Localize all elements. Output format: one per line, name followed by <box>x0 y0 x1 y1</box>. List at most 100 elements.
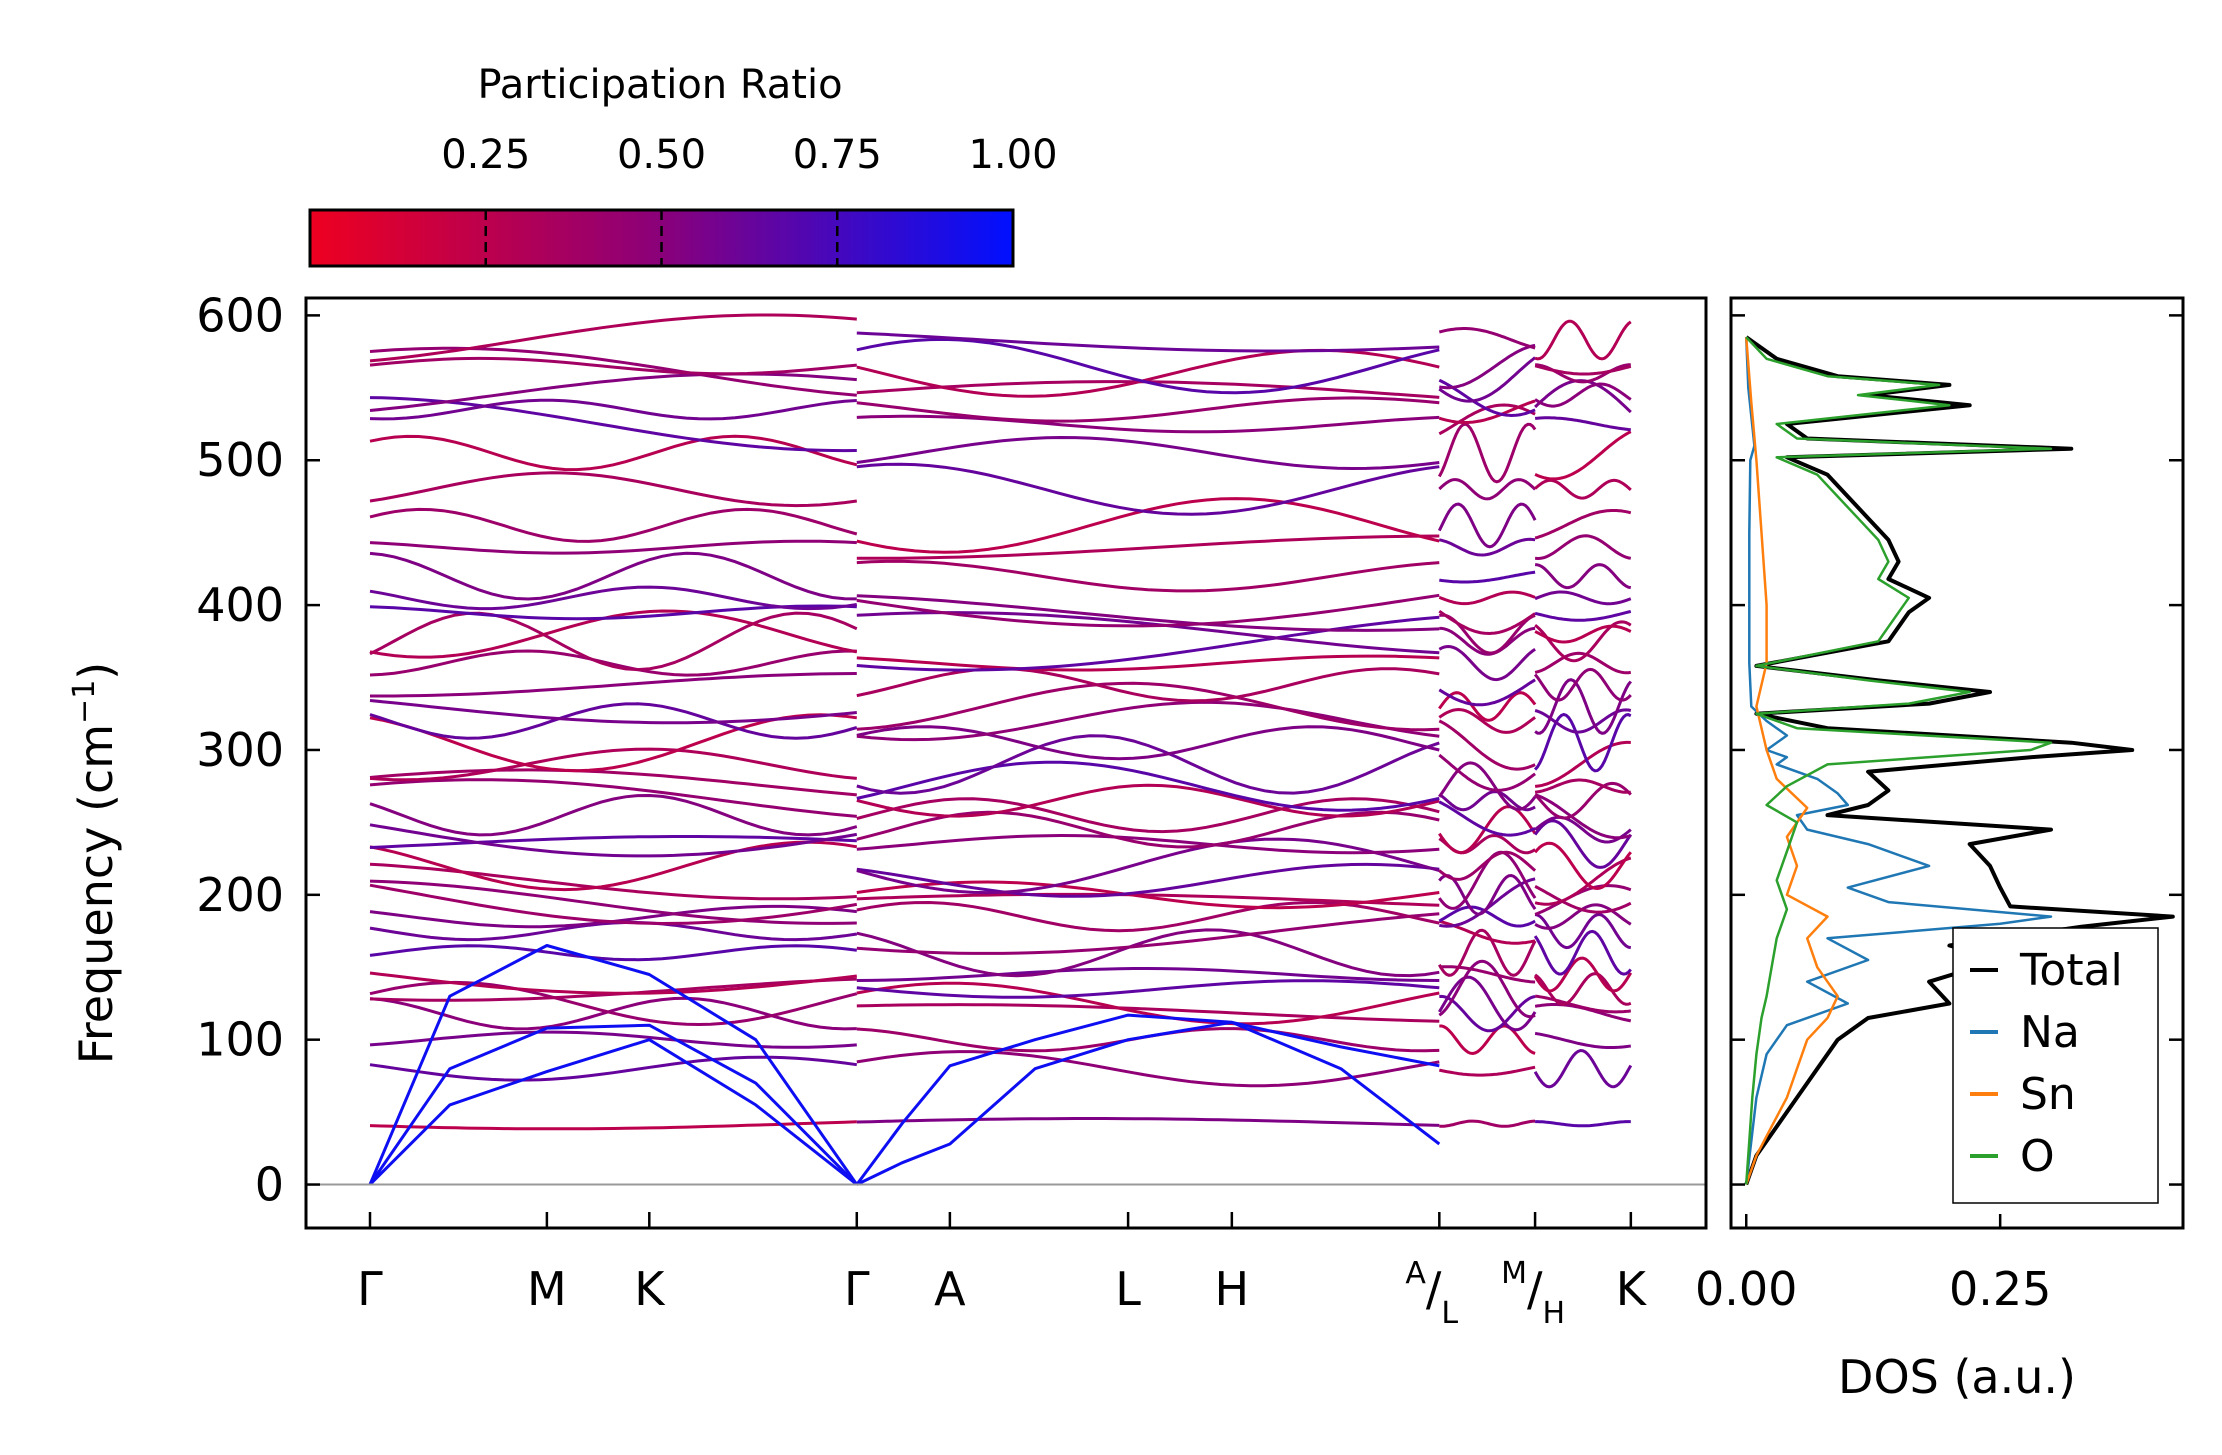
optical-branch <box>856 928 1440 978</box>
kpoint-label: M <box>527 1262 567 1316</box>
optical-branch <box>1439 626 1536 656</box>
dos-tick-label: 0.00 <box>1695 1262 1797 1316</box>
optical-branch <box>1534 884 1632 916</box>
optical-branch <box>1534 509 1632 540</box>
optical-branch <box>856 734 1440 795</box>
colorbar-tick-label: 1.00 <box>968 132 1057 178</box>
kpoint-label: K <box>634 1262 666 1316</box>
dos-frame <box>1729 296 2185 1230</box>
acoustic-4 <box>855 1013 1440 1186</box>
optical-branch <box>1438 678 1536 707</box>
optical-branch <box>1438 850 1537 881</box>
optical-branch <box>369 713 857 773</box>
optical-branch <box>1534 815 1632 844</box>
acoustic-3 <box>368 944 859 1186</box>
optical-branch <box>1533 841 1632 891</box>
optical-branch <box>856 414 1440 434</box>
optical-branch <box>856 667 1440 703</box>
kpoint-label: L <box>1115 1262 1141 1316</box>
optical-branch <box>1534 994 1631 1014</box>
legend-label-sn: Sn <box>2020 1069 2076 1120</box>
acoustic-5 <box>856 1020 1441 1186</box>
optical-branch <box>1438 905 1536 928</box>
optical-branch <box>856 435 1440 471</box>
frequency-tick-label: 500 <box>196 433 284 487</box>
legend-item-o: O <box>1970 1131 2055 1182</box>
optical-branch <box>1438 753 1536 792</box>
optical-branch <box>369 611 858 672</box>
optical-branch <box>369 699 857 725</box>
optical-branch <box>1438 478 1537 501</box>
kpoint-label: Γ <box>357 1262 383 1316</box>
dos-tick-label: 0.25 <box>1949 1262 2051 1316</box>
optical-branch <box>369 835 857 849</box>
band-structure-panel: Γ M K Γ A L H A/L M/H K 0 100 200 300 400 500 600 Frequ… <box>67 288 1708 1331</box>
optical-branch <box>369 551 857 601</box>
optical-branch <box>1534 620 1632 663</box>
colorbar-tick-label: 0.25 <box>441 132 530 178</box>
optical-branch <box>369 823 858 858</box>
optical-branch <box>856 880 1440 910</box>
optical-branch <box>1534 563 1632 590</box>
optical-branch <box>1534 678 1632 735</box>
optical-branch <box>856 725 1440 761</box>
kpoint-ticks: Γ M K Γ A L H A/L M/H K <box>357 1212 1648 1331</box>
optical-branch <box>1439 994 1536 1033</box>
optical-branch <box>369 702 858 740</box>
optical-branch <box>1534 624 1632 644</box>
dos-series-na <box>1744 337 2053 1185</box>
dos-legend: Total Na Sn O <box>1952 927 2159 1204</box>
optical-branch <box>856 833 1440 855</box>
legend-label-o: O <box>2020 1131 2055 1182</box>
optical-branch <box>1533 929 1632 976</box>
legend-label-total: Total <box>2019 945 2123 996</box>
optical-branch <box>856 967 1440 982</box>
optical-branch <box>856 862 1440 898</box>
legend-item-na: Na <box>1970 1007 2080 1058</box>
optical-branch <box>1533 712 1632 773</box>
optical-branch <box>369 649 857 677</box>
frequency-tick-label: 600 <box>196 288 284 342</box>
optical-branch <box>1438 959 1536 1019</box>
optical-branch <box>369 879 857 925</box>
optical-branch <box>1534 778 1631 794</box>
optical-branch <box>1438 691 1537 722</box>
optical-branch <box>369 768 857 797</box>
optical-branch <box>1535 1120 1631 1128</box>
optical-branch <box>1439 1119 1536 1128</box>
optical-branch <box>1439 965 1536 984</box>
optical-branch <box>1534 885 1632 914</box>
optical-branch <box>856 462 1440 516</box>
legend-item-total: Total <box>1970 945 2123 996</box>
optical-branch <box>856 1050 1440 1088</box>
dos-series-sn <box>1744 337 1839 1185</box>
optical-branch <box>1438 609 1536 636</box>
frequency-axis-title: Frequency (cm−1) <box>67 662 123 1065</box>
optical-branch <box>1534 609 1632 622</box>
dos-axis-ticks: 0.00 0.25 <box>1695 314 2183 1316</box>
dos-axis-title: DOS (a.u.) <box>1838 1350 2076 1404</box>
optical-branch <box>1438 719 1536 771</box>
optical-branch <box>1533 667 1632 702</box>
optical-branch <box>856 396 1440 423</box>
optical-branch <box>369 1030 857 1049</box>
optical-branch <box>1534 416 1631 432</box>
optical-branch <box>856 837 1440 895</box>
optical-branch <box>369 971 857 995</box>
optical-branch <box>369 313 857 363</box>
optical-branch <box>369 398 857 421</box>
optical-branch <box>856 900 1440 933</box>
optical-branch <box>369 793 858 837</box>
frequency-tick-label: 0 <box>255 1158 284 1212</box>
optical-branch <box>1438 707 1536 734</box>
optical-branch <box>369 356 857 376</box>
optical-branch <box>1534 430 1632 481</box>
band-lines <box>368 313 1633 1186</box>
optical-branch <box>856 912 1440 955</box>
optical-branch <box>856 615 1440 672</box>
optical-branch <box>1439 570 1536 584</box>
colorbar-tick-label: 0.75 <box>793 132 882 178</box>
optical-branch <box>1533 819 1633 869</box>
optical-branch <box>1534 912 1632 950</box>
